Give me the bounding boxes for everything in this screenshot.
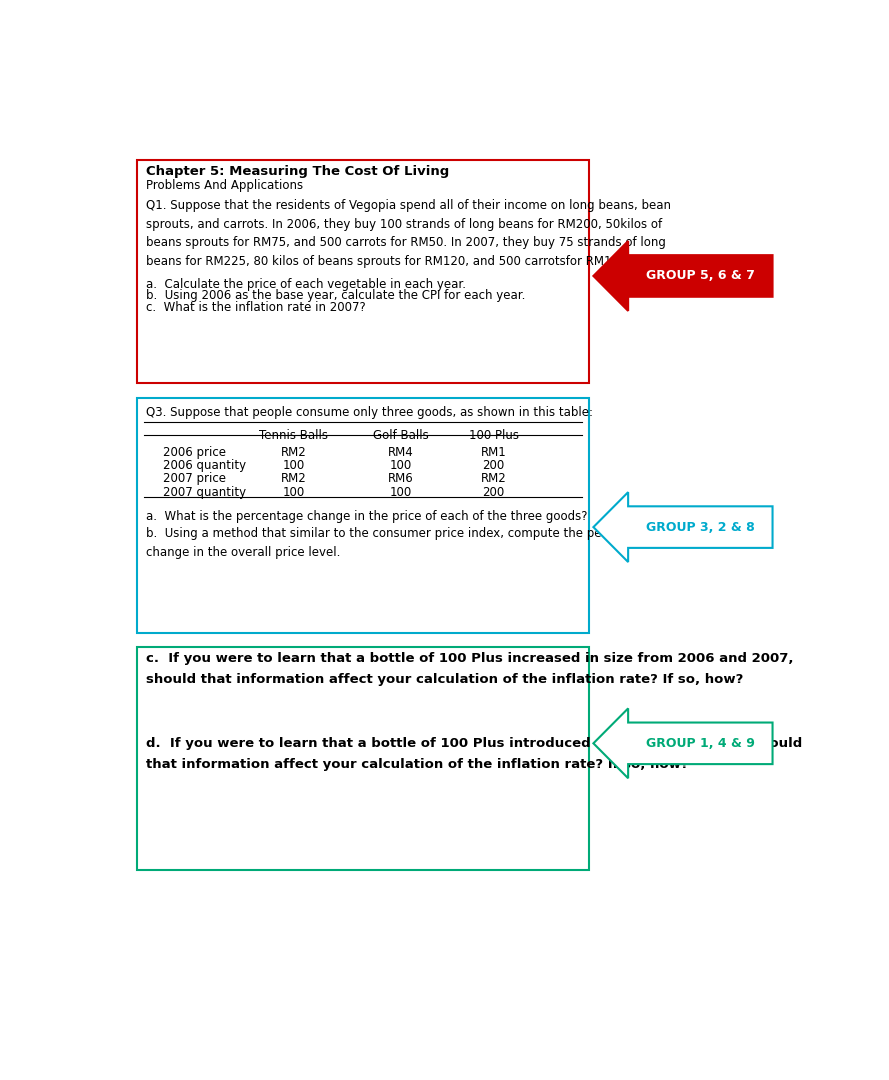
Text: b.  Using 2006 as the base year, calculate the CPI for each year.: b. Using 2006 as the base year, calculat… [146, 289, 525, 302]
FancyBboxPatch shape [137, 160, 589, 383]
Text: GROUP 1, 4 & 9: GROUP 1, 4 & 9 [646, 737, 755, 750]
Text: Q1. Suppose that the residents of Vegopia spend all of their income on long bean: Q1. Suppose that the residents of Vegopi… [146, 200, 670, 268]
Text: 100: 100 [283, 486, 305, 499]
Text: 100 Plus: 100 Plus [469, 429, 518, 442]
Text: 100: 100 [389, 486, 412, 499]
Text: Golf Balls: Golf Balls [372, 429, 428, 442]
Text: 200: 200 [483, 459, 505, 472]
FancyBboxPatch shape [137, 399, 589, 633]
Text: d.  If you were to learn that a bottle of 100 Plus introduced new flavors in 200: d. If you were to learn that a bottle of… [146, 737, 802, 771]
Text: b.  Using a method that similar to the consumer price index, compute the percent: b. Using a method that similar to the co… [146, 527, 653, 558]
Text: 2007 quantity: 2007 quantity [163, 486, 246, 499]
Polygon shape [594, 241, 773, 311]
Text: RM2: RM2 [481, 472, 507, 485]
Polygon shape [594, 492, 773, 562]
Text: Tennis Balls: Tennis Balls [260, 429, 328, 442]
Text: 2006 quantity: 2006 quantity [163, 459, 246, 472]
FancyBboxPatch shape [137, 647, 589, 869]
Polygon shape [594, 708, 773, 779]
Text: a.  What is the percentage change in the price of each of the three goods?: a. What is the percentage change in the … [146, 510, 587, 523]
Text: RM1: RM1 [481, 446, 507, 459]
Text: GROUP 3, 2 & 8: GROUP 3, 2 & 8 [646, 521, 755, 534]
Text: RM2: RM2 [281, 446, 307, 459]
Text: RM4: RM4 [388, 446, 413, 459]
Text: 100: 100 [389, 459, 412, 472]
Text: Chapter 5: Measuring The Cost Of Living: Chapter 5: Measuring The Cost Of Living [146, 165, 449, 178]
Text: c.  What is the inflation rate in 2007?: c. What is the inflation rate in 2007? [146, 301, 365, 314]
Text: Problems And Applications: Problems And Applications [146, 179, 302, 192]
Text: 200: 200 [483, 486, 505, 499]
Text: 100: 100 [283, 459, 305, 472]
Text: RM2: RM2 [281, 472, 307, 485]
Text: a.  Calculate the price of each vegetable in each year.: a. Calculate the price of each vegetable… [146, 278, 466, 291]
Text: Q3. Suppose that people consume only three goods, as shown in this table:: Q3. Suppose that people consume only thr… [146, 406, 593, 419]
Text: GROUP 5, 6 & 7: GROUP 5, 6 & 7 [646, 270, 755, 283]
Text: RM6: RM6 [388, 472, 413, 485]
Text: 2006 price: 2006 price [163, 446, 226, 459]
Text: c.  If you were to learn that a bottle of 100 Plus increased in size from 2006 a: c. If you were to learn that a bottle of… [146, 652, 793, 686]
Text: 2007 price: 2007 price [163, 472, 226, 485]
